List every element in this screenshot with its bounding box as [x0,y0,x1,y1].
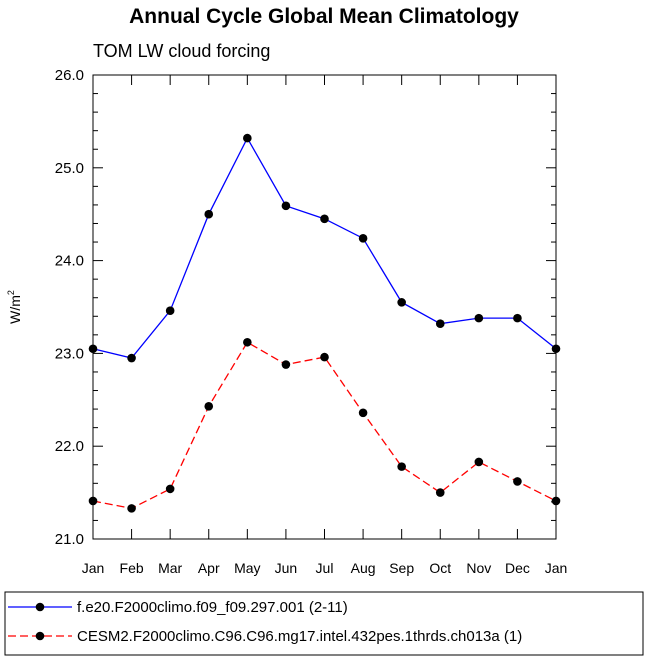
y-tick-label: 26.0 [55,67,84,84]
legend-label-1: f.e20.F2000climo.f09_f09.297.001 (2-11) [77,599,348,616]
data-point-series-1 [165,306,175,316]
plot-frame [92,74,557,540]
data-point-series-1 [435,319,445,329]
x-tick-label: Sep [389,560,414,576]
legend: f.e20.F2000climo.f09_f09.297.001 (2-11) … [4,591,644,656]
legend-marker-1 [35,602,45,612]
data-point-series-2 [243,337,252,347]
x-tick-label: Jul [316,560,334,576]
chart-subtitle: TOM LW cloud forcing [93,41,270,61]
y-tick-label: 22.0 [55,438,84,455]
x-tick-label: Jan [82,560,105,576]
data-point-series-1 [358,234,368,243]
data-point-series-1 [281,201,291,211]
data-point-series-2 [165,484,175,494]
x-tick-label: Feb [120,560,144,576]
legend-marker-2 [35,631,45,641]
data-point-series-2 [474,457,484,467]
y-tick-label: 21.0 [55,531,84,548]
y-axis: 21.0 22.0 23.0 24.0 25.0 26.0 [55,67,556,548]
data-point-series-2 [204,401,214,411]
y-axis-label: W/m2 [6,290,23,324]
data-point-series-1 [127,353,136,363]
x-tick-label: Mar [158,560,182,576]
x-tick-label: Nov [466,560,491,576]
x-tick-label: Dec [505,560,530,576]
y-tick-label: 25.0 [55,160,84,177]
data-point-series-2 [358,408,368,418]
data-point-series-2 [281,360,291,369]
data-point-series-1 [320,214,329,224]
x-tick-label: Apr [198,560,220,576]
data-point-series-1 [204,209,214,219]
data-point-series-2 [513,477,522,486]
x-tick-label: Jun [275,560,298,576]
chart-title: Annual Cycle Global Mean Climatology [129,5,519,28]
data-point-series-2 [88,496,98,506]
data-point-series-1 [397,298,406,307]
legend-label-2: CESM2.F2000climo.C96.C96.mg17.intel.432p… [77,628,522,645]
x-tick-label: May [234,560,260,576]
legend-box [4,591,644,656]
data-point-series-2 [127,504,136,513]
data-point-series-2 [551,496,561,506]
data-point-series-2 [320,352,329,362]
y-tick-label: 23.0 [55,345,84,362]
data-point-series-1 [88,344,98,354]
data-point-series-1 [551,344,561,354]
x-axis: Jan Feb Mar Apr May Jun Jul Aug Sep Oct Nov Dec Jan [82,75,568,576]
x-tick-label: Jan [545,560,568,576]
data-point-series-1 [243,133,252,143]
series-group [88,133,561,513]
series-line-1 [92,136,557,359]
series-line-2 [92,341,557,510]
y-tick-label: 24.0 [55,253,84,270]
x-tick-label: Aug [351,560,376,576]
data-point-series-1 [474,313,484,323]
x-tick-label: Oct [429,560,451,576]
data-point-series-2 [397,462,406,471]
data-point-series-2 [435,488,445,497]
data-point-series-1 [513,313,522,323]
